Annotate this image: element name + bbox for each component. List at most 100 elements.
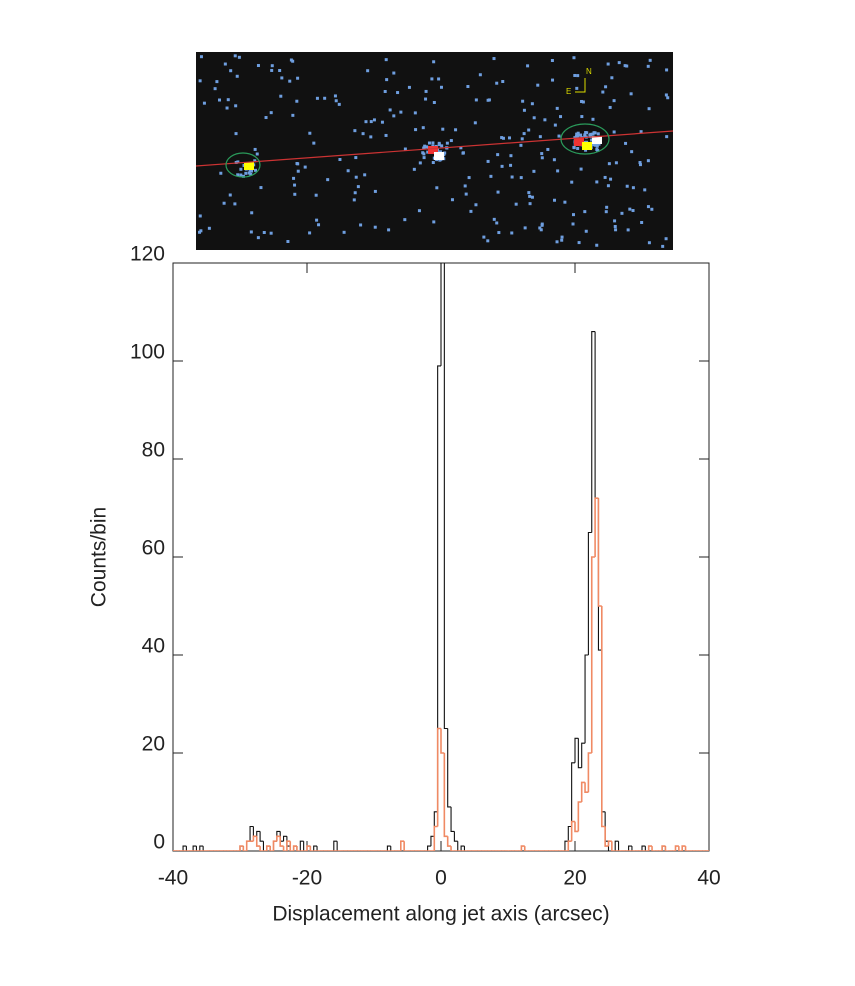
image-pixel: [259, 186, 263, 190]
image-pixel: [247, 171, 251, 175]
image-pixel: [454, 128, 458, 132]
image-pixel: [577, 241, 581, 245]
image-pixel: [289, 58, 293, 62]
image-pixel: [253, 159, 257, 163]
image-pixel: [595, 143, 599, 147]
image-pixel: [269, 111, 273, 115]
histogram-step: [580, 781, 586, 802]
image-pixel: [424, 97, 428, 101]
image-pixel: [323, 96, 327, 100]
image-pixel: [412, 167, 416, 171]
image-pixel: [388, 108, 392, 112]
image-pixel: [308, 131, 312, 135]
image-pixel: [552, 158, 556, 162]
y-axis-label: Counts/bin: [88, 507, 111, 607]
image-pixel: [244, 171, 248, 175]
histogram-step: [313, 845, 318, 851]
image-pixel: [334, 99, 338, 103]
histogram-step: [611, 841, 616, 851]
histogram-step: [306, 845, 311, 851]
y-tick-label: 80: [142, 439, 165, 462]
image-pixel: [229, 69, 233, 73]
image-pixel: [540, 152, 544, 156]
x-tick-label: 20: [563, 867, 586, 890]
image-pixel: [509, 154, 513, 158]
image-pixel: [236, 173, 240, 177]
image-pixel: [591, 132, 595, 136]
histogram-step: [651, 846, 656, 851]
image-pixel: [372, 118, 376, 122]
histogram-step: [523, 846, 529, 851]
image-pixel: [237, 55, 241, 59]
image-pixel: [353, 191, 357, 195]
image-pixel: [606, 184, 610, 188]
image-pixel: [519, 176, 523, 180]
image-pixel: [486, 159, 490, 163]
image-pixel: [538, 226, 542, 230]
image-blob: [434, 152, 444, 160]
histogram-step: [245, 840, 251, 851]
image-pixel: [466, 85, 470, 89]
image-pixel: [423, 144, 427, 148]
image-pixel: [293, 183, 297, 187]
histogram-step: [299, 840, 304, 851]
y-tick-label: 0: [153, 831, 165, 854]
image-pixel: [413, 111, 417, 115]
image-pixel: [303, 165, 307, 169]
image-pixel: [215, 80, 219, 84]
image-pixel: [580, 115, 584, 119]
image-pixel: [495, 221, 499, 225]
image-pixel: [431, 141, 435, 145]
histogram-step: [289, 841, 294, 851]
histogram-step: [607, 840, 612, 847]
image-pixel: [254, 168, 258, 172]
image-pixel: [234, 132, 238, 136]
histogram-step: [684, 846, 689, 851]
image-pixel: [584, 229, 588, 233]
image-pixel: [596, 148, 600, 152]
image-pixel: [326, 178, 330, 182]
image-pixel: [613, 219, 617, 223]
image-pixel: [383, 90, 387, 94]
image-pixel: [590, 138, 594, 142]
image-pixel: [520, 137, 524, 141]
image-pixel: [421, 151, 425, 155]
histogram-step: [681, 845, 686, 851]
histogram-step: [661, 845, 666, 851]
histogram-step: [641, 845, 646, 851]
image-pixel: [439, 85, 443, 89]
histogram-step: [256, 830, 261, 837]
image-pixel: [228, 193, 232, 197]
image-pixel: [521, 99, 525, 103]
image-pixel: [492, 57, 496, 61]
image-pixel: [414, 128, 418, 132]
histogram-step: [283, 835, 287, 842]
image-pixel: [426, 150, 430, 154]
image-pixel: [474, 203, 478, 207]
compass: [575, 78, 586, 93]
histogram-step: [520, 845, 525, 851]
image-pixel: [354, 175, 358, 179]
image-pixel: [425, 145, 429, 149]
image-pixel: [364, 120, 368, 124]
image-pixel: [467, 176, 471, 180]
x-tick-label: 40: [697, 867, 720, 890]
image-pixel: [312, 141, 316, 145]
image-pixel: [539, 228, 543, 232]
image-pixel: [500, 136, 504, 140]
image-pixel: [584, 131, 588, 135]
image-pixel: [528, 194, 532, 198]
image-pixel: [607, 162, 611, 166]
image-pixel: [560, 235, 564, 239]
image-pixel: [553, 123, 557, 127]
image-pixel: [557, 134, 561, 138]
image-pixel: [583, 133, 587, 137]
image-pixel: [550, 58, 554, 62]
image-pixel: [570, 180, 574, 184]
image-pixel: [225, 106, 229, 110]
image-pixel: [233, 54, 237, 58]
image-pixel: [384, 58, 388, 62]
image-pixel: [250, 169, 254, 173]
